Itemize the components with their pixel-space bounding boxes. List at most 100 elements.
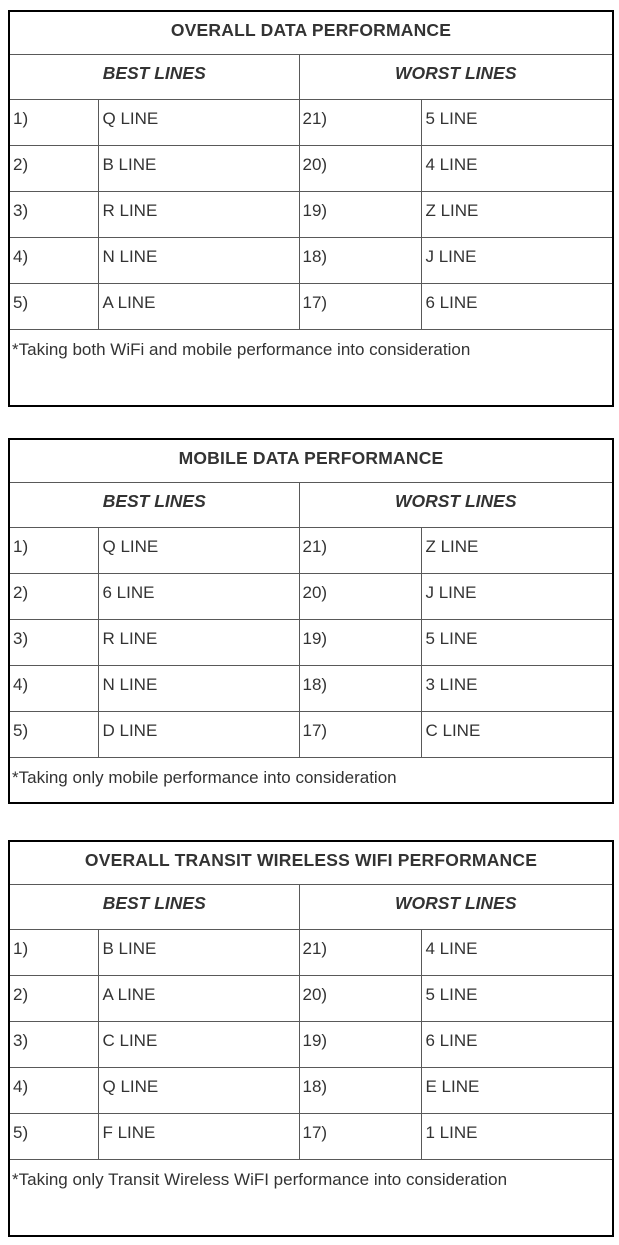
worst-rank-cell: 18) xyxy=(298,664,422,712)
table-header-row: BEST LINES WORST LINES xyxy=(8,53,614,100)
best-line-cell: A LINE xyxy=(97,282,300,330)
best-line-cell: D LINE xyxy=(97,710,300,758)
table-row: 4) N LINE 18) J LINE xyxy=(8,236,614,284)
best-rank-cell: 3) xyxy=(8,618,99,666)
table-row: 4) Q LINE 18) E LINE xyxy=(8,1066,614,1114)
worst-line-cell: 1 LINE xyxy=(420,1112,614,1160)
best-rank-cell: 5) xyxy=(8,1112,99,1160)
performance-table-transit-wifi: OVERALL TRANSIT WIRELESS WIFI PERFORMANC… xyxy=(8,840,614,1237)
best-line-cell: B LINE xyxy=(97,928,300,976)
best-line-cell: 6 LINE xyxy=(97,572,300,620)
table-footnote: *Taking only Transit Wireless WiFI perfo… xyxy=(8,1158,614,1237)
table-title: OVERALL TRANSIT WIRELESS WIFI PERFORMANC… xyxy=(8,840,614,885)
worst-line-cell: 6 LINE xyxy=(420,282,614,330)
footnote-text: *Taking both WiFi and mobile performance… xyxy=(12,339,471,359)
worst-line-cell: Z LINE xyxy=(420,190,614,238)
best-rank-cell: 4) xyxy=(8,664,99,712)
table-row: 4) N LINE 18) 3 LINE xyxy=(8,664,614,712)
worst-line-cell: 6 LINE xyxy=(420,1020,614,1068)
best-rank-cell: 1) xyxy=(8,98,99,146)
table-title: OVERALL DATA PERFORMANCE xyxy=(8,10,614,55)
worst-rank-cell: 17) xyxy=(298,1112,422,1160)
table-footnote: *Taking both WiFi and mobile performance… xyxy=(8,328,614,407)
best-line-cell: N LINE xyxy=(97,664,300,712)
table-header-row: BEST LINES WORST LINES xyxy=(8,883,614,930)
table-row: 3) C LINE 19) 6 LINE xyxy=(8,1020,614,1068)
worst-rank-cell: 17) xyxy=(298,710,422,758)
best-rank-cell: 5) xyxy=(8,710,99,758)
worst-rank-cell: 19) xyxy=(298,1020,422,1068)
best-line-cell: F LINE xyxy=(97,1112,300,1160)
table-row: 5) A LINE 17) 6 LINE xyxy=(8,282,614,330)
best-line-cell: B LINE xyxy=(97,144,300,192)
best-lines-header: BEST LINES xyxy=(8,883,300,930)
worst-rank-cell: 18) xyxy=(298,1066,422,1114)
best-rank-cell: 1) xyxy=(8,526,99,574)
best-line-cell: Q LINE xyxy=(97,526,300,574)
table-footnote: *Taking only mobile performance into con… xyxy=(8,756,614,804)
worst-line-cell: Z LINE xyxy=(420,526,614,574)
worst-line-cell: C LINE xyxy=(420,710,614,758)
worst-line-cell: J LINE xyxy=(420,236,614,284)
best-line-cell: N LINE xyxy=(97,236,300,284)
worst-rank-cell: 21) xyxy=(298,928,422,976)
worst-lines-header: WORST LINES xyxy=(298,883,614,930)
worst-rank-cell: 20) xyxy=(298,144,422,192)
worst-line-cell: 4 LINE xyxy=(420,144,614,192)
best-rank-cell: 5) xyxy=(8,282,99,330)
best-rank-cell: 1) xyxy=(8,928,99,976)
table-row: 5) D LINE 17) C LINE xyxy=(8,710,614,758)
worst-rank-cell: 20) xyxy=(298,572,422,620)
table-footnote-row: *Taking only Transit Wireless WiFI perfo… xyxy=(8,1158,614,1237)
table-footnote-row: *Taking only mobile performance into con… xyxy=(8,756,614,804)
table-row: 1) B LINE 21) 4 LINE xyxy=(8,928,614,976)
best-lines-header: BEST LINES xyxy=(8,53,300,100)
best-rank-cell: 2) xyxy=(8,572,99,620)
worst-line-cell: 5 LINE xyxy=(420,974,614,1022)
best-line-cell: R LINE xyxy=(97,190,300,238)
worst-line-cell: 5 LINE xyxy=(420,98,614,146)
worst-rank-cell: 21) xyxy=(298,98,422,146)
worst-rank-cell: 18) xyxy=(298,236,422,284)
best-rank-cell: 4) xyxy=(8,1066,99,1114)
best-rank-cell: 3) xyxy=(8,1020,99,1068)
best-rank-cell: 2) xyxy=(8,144,99,192)
table-row: 2) A LINE 20) 5 LINE xyxy=(8,974,614,1022)
best-line-cell: Q LINE xyxy=(97,98,300,146)
table-row: 3) R LINE 19) Z LINE xyxy=(8,190,614,238)
table-row: 5) F LINE 17) 1 LINE xyxy=(8,1112,614,1160)
worst-rank-cell: 20) xyxy=(298,974,422,1022)
table-row: 3) R LINE 19) 5 LINE xyxy=(8,618,614,666)
best-line-cell: R LINE xyxy=(97,618,300,666)
worst-lines-header: WORST LINES xyxy=(298,481,614,528)
best-line-cell: Q LINE xyxy=(97,1066,300,1114)
worst-line-cell: 5 LINE xyxy=(420,618,614,666)
table-title-row: OVERALL TRANSIT WIRELESS WIFI PERFORMANC… xyxy=(8,840,614,885)
best-rank-cell: 2) xyxy=(8,974,99,1022)
best-line-cell: C LINE xyxy=(97,1020,300,1068)
worst-line-cell: 3 LINE xyxy=(420,664,614,712)
table-footnote-row: *Taking both WiFi and mobile performance… xyxy=(8,328,614,407)
table-header-row: BEST LINES WORST LINES xyxy=(8,481,614,528)
table-row: 2) 6 LINE 20) J LINE xyxy=(8,572,614,620)
best-rank-cell: 4) xyxy=(8,236,99,284)
table-title-row: MOBILE DATA PERFORMANCE xyxy=(8,438,614,483)
best-line-cell: A LINE xyxy=(97,974,300,1022)
worst-line-cell: E LINE xyxy=(420,1066,614,1114)
table-title: MOBILE DATA PERFORMANCE xyxy=(8,438,614,483)
table-title-row: OVERALL DATA PERFORMANCE xyxy=(8,10,614,55)
performance-table-overall-data: OVERALL DATA PERFORMANCE BEST LINES WORS… xyxy=(8,10,615,407)
worst-rank-cell: 17) xyxy=(298,282,422,330)
performance-table-mobile-data: MOBILE DATA PERFORMANCE BEST LINES WORST… xyxy=(8,438,615,804)
footnote-text: *Taking only mobile performance into con… xyxy=(12,767,397,787)
best-lines-header: BEST LINES xyxy=(8,481,300,528)
worst-lines-header: WORST LINES xyxy=(298,53,614,100)
worst-line-cell: J LINE xyxy=(420,572,614,620)
table-row: 1) Q LINE 21) Z LINE xyxy=(8,526,614,574)
table-row: 2) B LINE 20) 4 LINE xyxy=(8,144,614,192)
worst-line-cell: 4 LINE xyxy=(420,928,614,976)
footnote-text: *Taking only Transit Wireless WiFI perfo… xyxy=(12,1169,508,1189)
best-rank-cell: 3) xyxy=(8,190,99,238)
worst-rank-cell: 21) xyxy=(298,526,422,574)
